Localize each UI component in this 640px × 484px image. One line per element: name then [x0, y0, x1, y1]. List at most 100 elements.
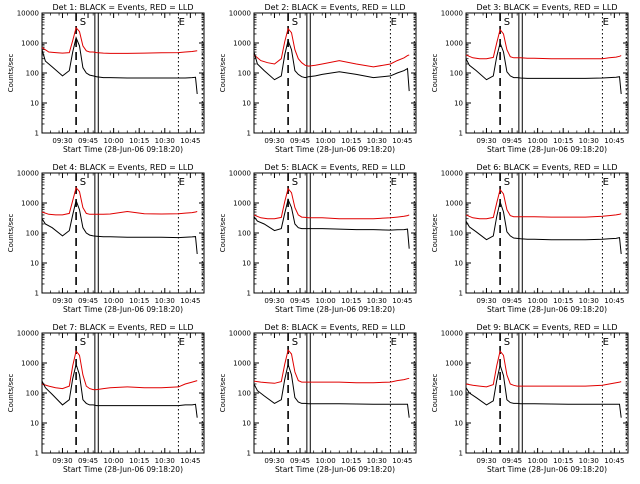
y-tick-label: 1000: [445, 200, 463, 208]
plot-frame: [465, 332, 629, 454]
x-tick-label: 09:45: [290, 137, 310, 145]
x-tick-label: 10:15: [341, 297, 361, 305]
x-tick-label: 10:30: [155, 137, 175, 145]
y-axis-label: Counts/sec: [219, 214, 227, 253]
y-tick-label: 10000: [229, 330, 251, 338]
chart-title: Det 7: BLACK = Events, RED = LLD: [53, 323, 194, 332]
x-axis-label: Start Time (28-Jun-06 09:18:20): [63, 145, 183, 154]
x-tick-label: 10:45: [392, 297, 412, 305]
x-tick-label: 09:30: [52, 457, 72, 465]
y-tick-label: 1: [35, 290, 39, 298]
x-tick-label: 09:30: [264, 137, 284, 145]
x-tick-label: 10:30: [367, 137, 387, 145]
marker-s-label: S: [504, 17, 510, 28]
chart-panel-5: 1 10 100 1000 10000 09:30 09:45 10:00 10:15 10:30…: [219, 163, 417, 314]
x-axis-label: Start Time (28-Jun-06 09:18:20): [487, 305, 607, 314]
chart-title: Det 2: BLACK = Events, RED = LLD: [265, 3, 406, 12]
y-axis-label: Counts/sec: [431, 374, 439, 413]
y-axis-label: Counts/sec: [7, 54, 15, 93]
y-tick-label: 1: [247, 130, 251, 138]
y-tick-label: 10: [454, 100, 463, 108]
series-lld-line: [41, 26, 198, 54]
y-tick-label: 10000: [441, 330, 463, 338]
x-tick-label: 10:45: [604, 297, 624, 305]
series-lld-line: [465, 188, 622, 220]
y-tick-label: 1000: [233, 40, 251, 48]
y-tick-label: 10000: [229, 10, 251, 18]
x-tick-label: 09:45: [78, 137, 98, 145]
marker-s-label: S: [292, 17, 298, 28]
y-axis-label: Counts/sec: [431, 214, 439, 253]
x-tick-label: 10:45: [180, 137, 200, 145]
y-tick-label: 100: [450, 70, 463, 78]
x-tick-label: 10:15: [129, 457, 149, 465]
marker-e-label: E: [603, 17, 609, 28]
y-tick-label: 1: [35, 450, 39, 458]
y-tick-label: 1: [247, 450, 251, 458]
x-tick-label: 09:30: [264, 457, 284, 465]
marker-e-label: E: [179, 337, 185, 348]
y-axis-label: Counts/sec: [219, 54, 227, 93]
x-tick-label: 09:30: [52, 297, 72, 305]
x-axis-label: Start Time (28-Jun-06 09:18:20): [63, 465, 183, 474]
chart-title: Det 6: BLACK = Events, RED = LLD: [477, 163, 618, 172]
x-tick-label: 09:30: [476, 457, 496, 465]
x-tick-label: 10:15: [553, 297, 573, 305]
y-tick-label: 10: [454, 420, 463, 428]
y-tick-label: 10: [30, 260, 39, 268]
y-tick-label: 100: [450, 230, 463, 238]
y-tick-label: 100: [26, 390, 39, 398]
x-tick-label: 10:00: [528, 137, 548, 145]
x-tick-label: 09:30: [476, 297, 496, 305]
plot-frame: [41, 332, 205, 454]
series-events-line: [465, 199, 622, 255]
x-tick-label: 09:45: [78, 457, 98, 465]
chart-title: Det 3: BLACK = Events, RED = LLD: [477, 3, 618, 12]
x-axis-label: Start Time (28-Jun-06 09:18:20): [487, 145, 607, 154]
x-tick-label: 10:15: [341, 457, 361, 465]
marker-e-label: E: [603, 337, 609, 348]
x-axis-label: Start Time (28-Jun-06 09:18:20): [487, 465, 607, 474]
chart-title: Det 9: BLACK = Events, RED = LLD: [477, 323, 618, 332]
y-tick-label: 1: [459, 450, 463, 458]
x-tick-label: 09:45: [502, 297, 522, 305]
chart-panel-8: 1 10 100 1000 10000 09:30 09:45 10:00 10:15 10:30…: [219, 323, 417, 474]
x-tick-label: 10:45: [604, 457, 624, 465]
x-tick-label: 10:45: [392, 137, 412, 145]
x-tick-label: 09:45: [290, 297, 310, 305]
x-tick-label: 10:45: [392, 457, 412, 465]
x-tick-label: 09:45: [502, 457, 522, 465]
x-tick-label: 10:00: [528, 297, 548, 305]
marker-e-label: E: [179, 177, 185, 188]
y-tick-label: 1000: [445, 360, 463, 368]
chart-title: Det 1: BLACK = Events, RED = LLD: [53, 3, 194, 12]
y-tick-label: 100: [238, 390, 251, 398]
x-tick-label: 10:15: [129, 297, 149, 305]
series-events-line: [253, 198, 410, 249]
plot-frame: [253, 12, 417, 134]
y-tick-label: 100: [26, 230, 39, 238]
y-axis-label: Counts/sec: [431, 54, 439, 93]
y-tick-label: 1: [35, 130, 39, 138]
y-tick-label: 1000: [445, 40, 463, 48]
x-tick-label: 10:45: [604, 137, 624, 145]
chart-panel-3: 1 10 100 1000 10000 09:30 09:45 10:00 10:15 10:30…: [431, 3, 629, 154]
y-tick-label: 1: [459, 130, 463, 138]
chart-title: Det 5: BLACK = Events, RED = LLD: [265, 163, 406, 172]
series-events-line: [465, 41, 622, 95]
y-axis-label: Counts/sec: [7, 374, 15, 413]
series-events-line: [465, 363, 622, 418]
x-tick-label: 09:30: [264, 297, 284, 305]
series-lld-line: [253, 27, 410, 68]
x-tick-label: 09:45: [78, 297, 98, 305]
x-tick-label: 10:00: [104, 297, 124, 305]
y-tick-label: 10: [242, 420, 251, 428]
y-tick-label: 10000: [17, 170, 39, 178]
plot-frame: [465, 172, 629, 294]
x-tick-label: 10:30: [367, 457, 387, 465]
series-lld-line: [465, 349, 622, 388]
y-tick-label: 10: [454, 260, 463, 268]
y-tick-label: 1: [459, 290, 463, 298]
marker-s-label: S: [80, 17, 86, 28]
